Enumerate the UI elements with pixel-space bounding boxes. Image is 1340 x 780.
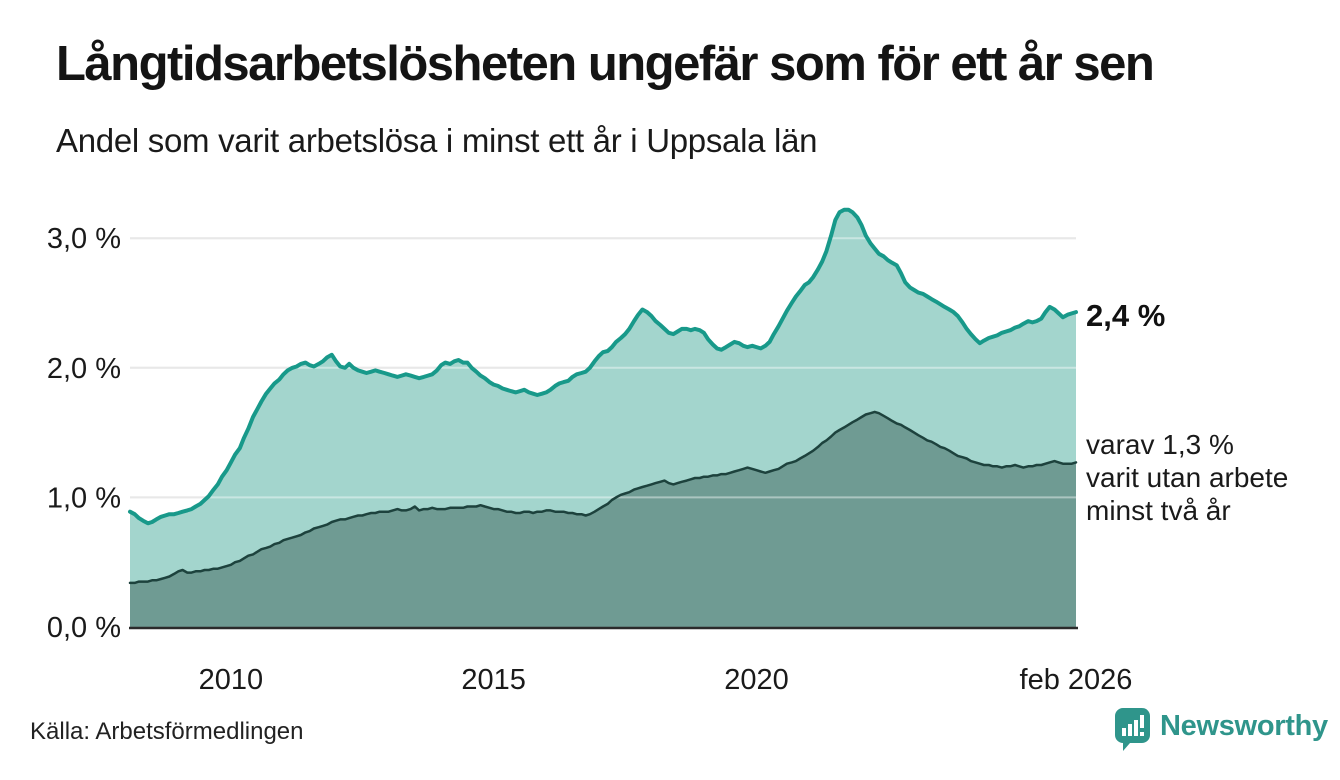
series-line	[128, 207, 1078, 526]
series-line	[128, 410, 1078, 585]
y-axis-tick-label: 1,0 %	[47, 482, 121, 514]
annotation-line: varit utan arbete	[1086, 462, 1289, 493]
x-axis-tick-label: 2010	[199, 664, 264, 696]
x-axis-tick-label: 2020	[724, 664, 789, 696]
pin-shape	[1115, 708, 1150, 751]
annotation-line: minst två år	[1086, 495, 1231, 526]
page-title: Långtidsarbetslösheten ungefär som för e…	[56, 37, 1155, 91]
annotation-line: varav 1,3 %	[1086, 429, 1234, 460]
source-label: Källa: Arbetsförmedlingen	[30, 718, 304, 745]
x-axis-tick-label: feb 2026	[1020, 664, 1133, 696]
series-area	[130, 411, 1076, 627]
x-axis-tick-label: 2015	[461, 664, 526, 696]
newsworthy-logo: Newsworthy	[1114, 706, 1328, 752]
end-value-label: 2,4 %	[1086, 298, 1166, 333]
secondary-series-annotation: varav 1,3 % varit utan arbete minst två …	[1086, 428, 1288, 527]
newsworthy-logo-text: Newsworthy	[1160, 709, 1328, 742]
bar-chart-pin-icon	[1115, 708, 1150, 751]
y-axis-tick-label: 3,0 %	[47, 223, 121, 255]
y-axis-tick-label: 2,0 %	[47, 353, 121, 385]
y-axis-tick-label: 0,0 %	[47, 612, 121, 644]
page-subtitle: Andel som varit arbetslösa i minst ett å…	[56, 122, 818, 159]
